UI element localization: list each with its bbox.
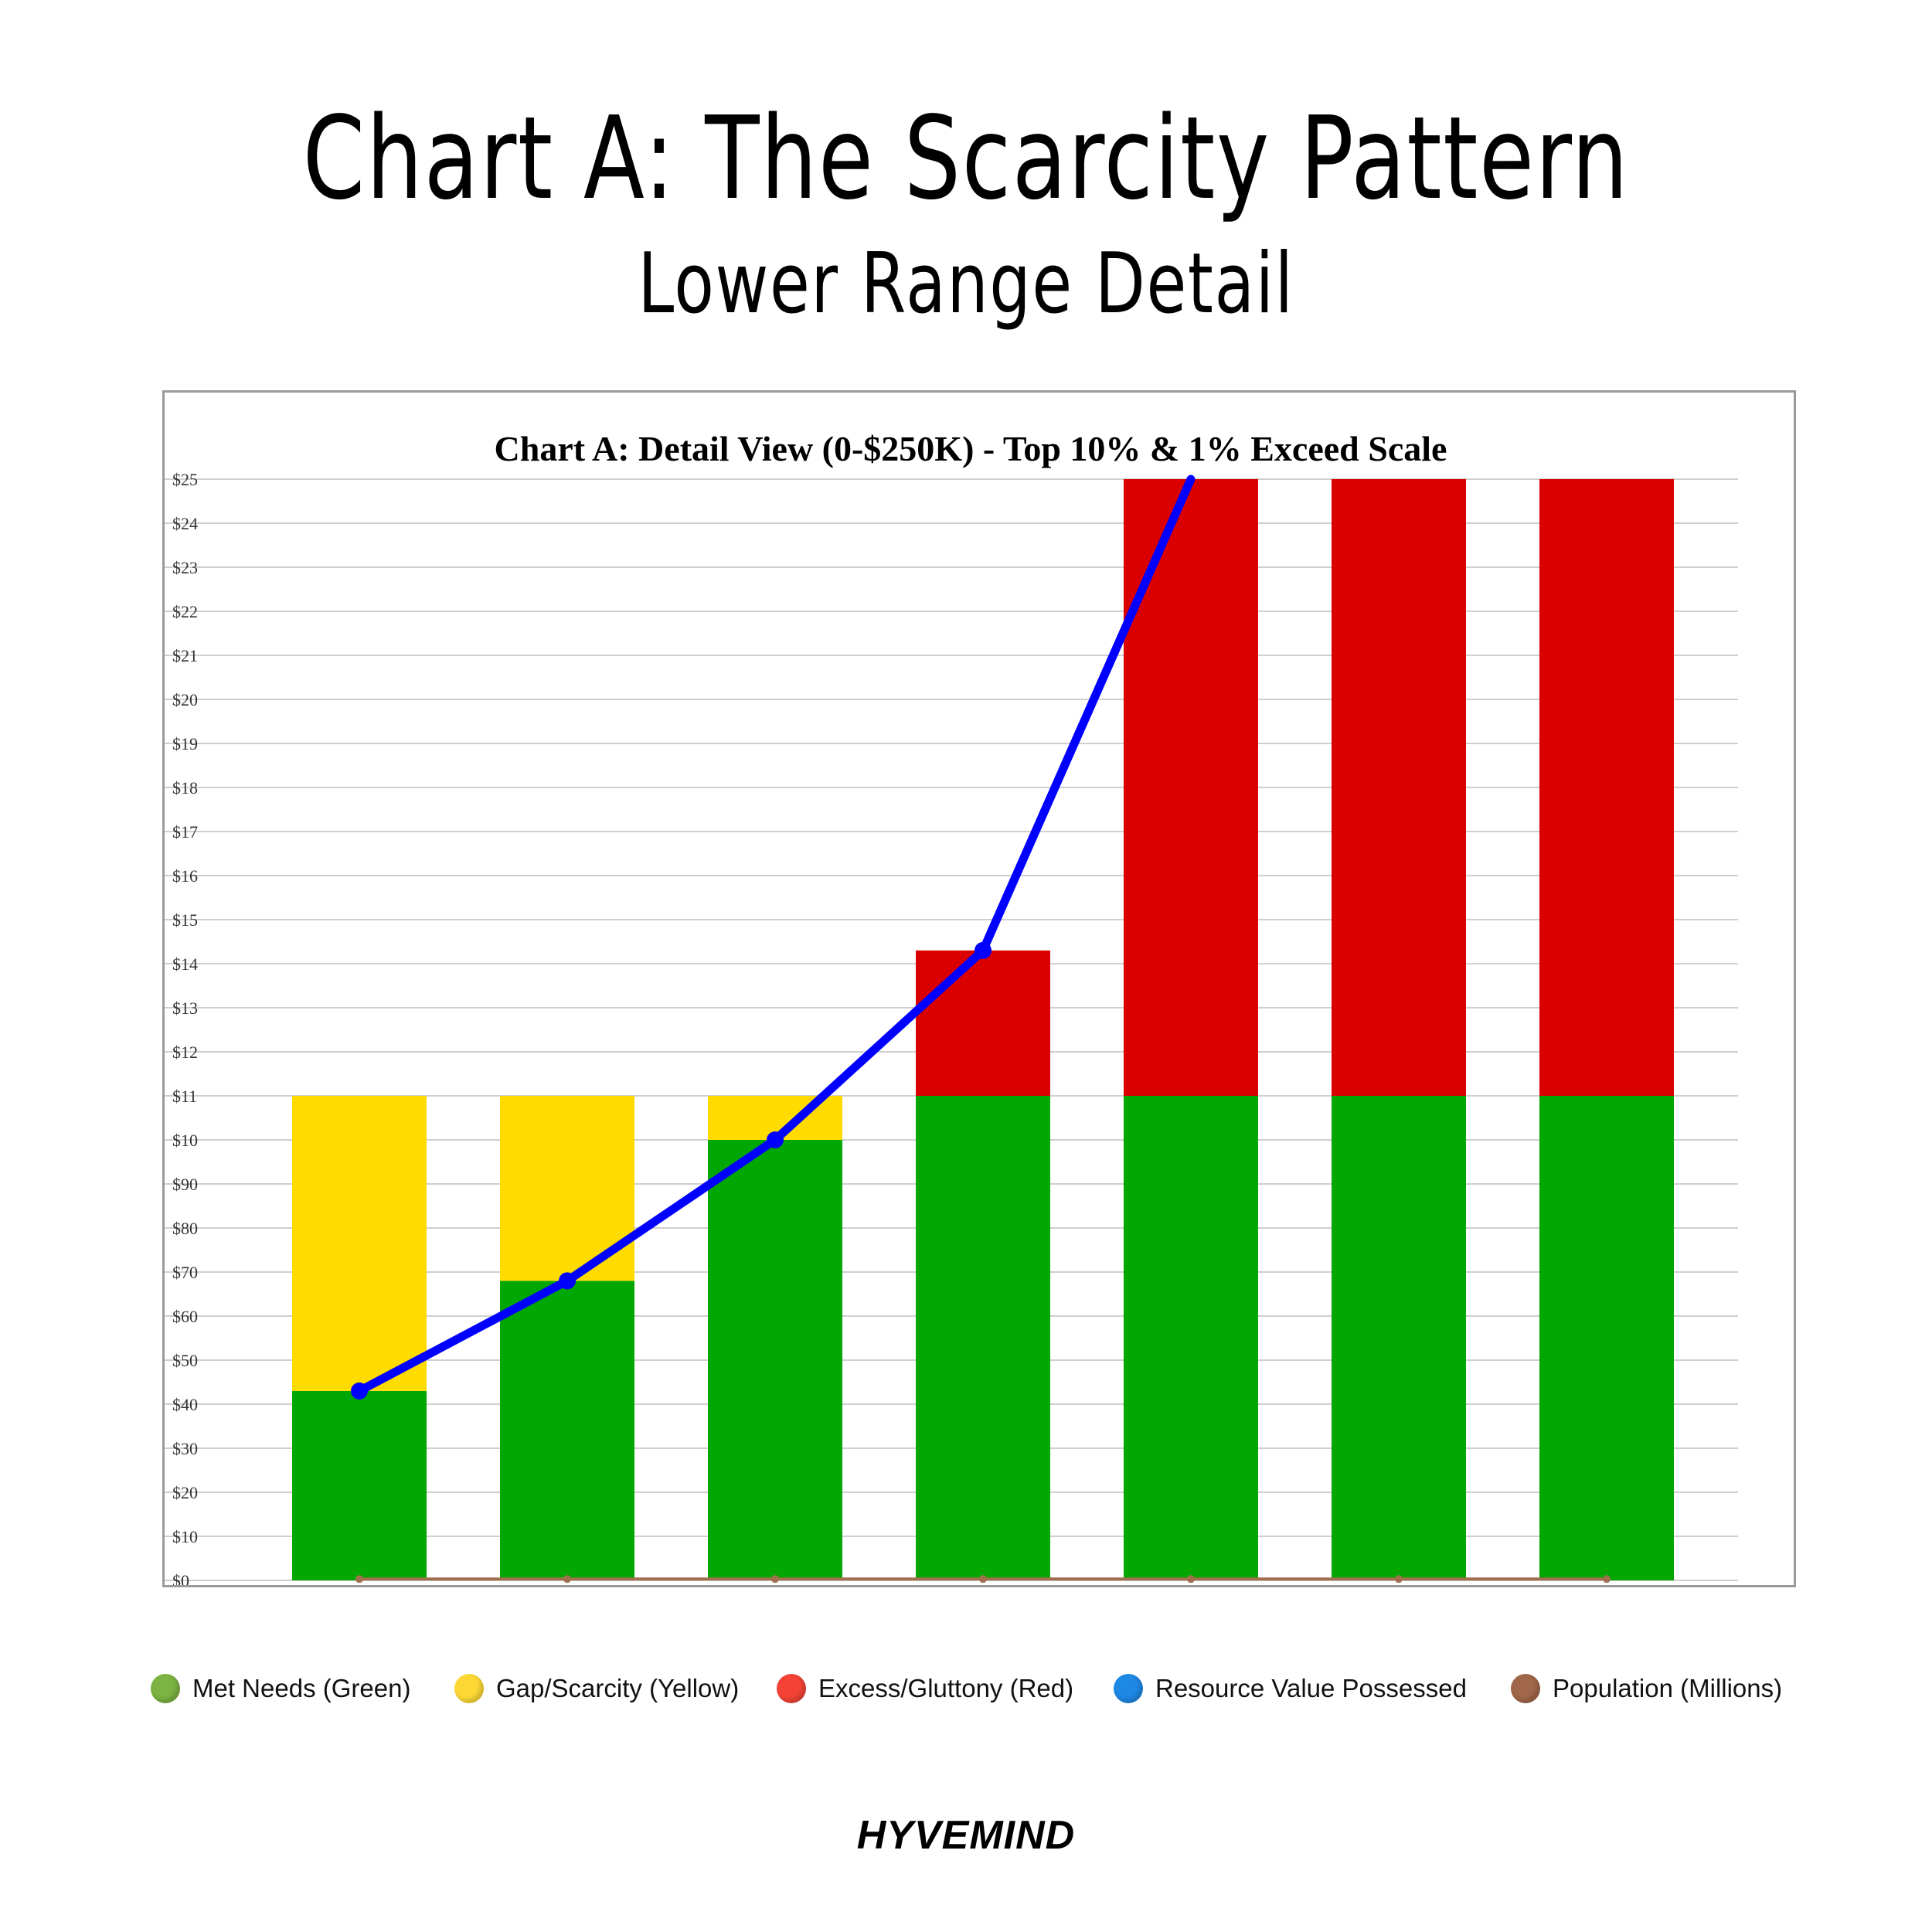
bar-met-needs xyxy=(1539,1096,1674,1580)
resource-value-point xyxy=(975,941,992,959)
legend-label: Gap/Scarcity (Yellow) xyxy=(496,1674,740,1702)
population-point xyxy=(355,1575,363,1583)
y-tick-label: $18 xyxy=(172,778,198,798)
y-tick-label: $12 xyxy=(172,1043,198,1062)
y-tick-label: $80 xyxy=(172,1219,198,1238)
y-tick-label: $40 xyxy=(172,1395,198,1414)
legend-label: Resource Value Possessed xyxy=(1155,1674,1467,1702)
chart-plot: Chart A: Detail View (0-$250K) - Top 10%… xyxy=(165,429,1738,1585)
bar-met-needs xyxy=(1124,1096,1258,1580)
legend-label: Excess/Gluttony (Red) xyxy=(818,1674,1074,1702)
population-point xyxy=(1187,1575,1195,1583)
bar-met-needs xyxy=(500,1281,634,1580)
hyvemind-logo: HYVEMIND xyxy=(856,1813,1076,1858)
population-point xyxy=(771,1575,779,1583)
y-tick-label: $14 xyxy=(172,954,198,974)
resource-value-point xyxy=(351,1382,368,1400)
y-tick-label: $50 xyxy=(172,1351,198,1370)
y-tick-label: $13 xyxy=(172,998,198,1018)
resource-value-point xyxy=(559,1272,576,1290)
y-tick-label: $17 xyxy=(172,822,198,842)
bar-excess-gluttony xyxy=(1124,479,1258,1096)
bar-excess-gluttony xyxy=(1539,479,1674,1096)
y-tick-label: $0 xyxy=(172,1571,189,1585)
population-point xyxy=(979,1575,987,1583)
y-tick-label: $21 xyxy=(172,646,198,665)
y-tick-label: $19 xyxy=(172,734,198,753)
population-point xyxy=(563,1575,571,1583)
bar-met-needs xyxy=(292,1390,427,1580)
legend-swatch-brown xyxy=(1511,1674,1540,1703)
y-tick-label: $10 xyxy=(172,1527,198,1546)
resource-value-point xyxy=(767,1131,784,1148)
y-tick-label: $24 xyxy=(172,514,198,533)
legend-label: Met Needs (Green) xyxy=(192,1674,411,1702)
bar-gap-scarcity xyxy=(292,1096,427,1391)
y-tick-label: $16 xyxy=(172,866,198,886)
population-point xyxy=(1603,1575,1611,1583)
bar-met-needs xyxy=(708,1140,842,1580)
y-tick-label: $30 xyxy=(172,1439,198,1458)
y-tick-label: $60 xyxy=(172,1307,198,1326)
y-tick-label: $20 xyxy=(172,690,198,709)
y-tick-label: $15 xyxy=(172,910,198,930)
legend-label: Population (Millions) xyxy=(1553,1674,1783,1702)
y-tick-label: $20 xyxy=(172,1483,198,1502)
legend-swatch-green xyxy=(151,1674,180,1703)
lines xyxy=(351,474,1611,1583)
legend-item-met-needs: Met Needs (Green) xyxy=(151,1665,410,1712)
legend-swatch-yellow xyxy=(454,1674,484,1703)
chart-legend: Met Needs (Green) Gap/Scarcity (Yellow) … xyxy=(151,1665,1804,1712)
chart-title: Chart A: Detail View (0-$250K) - Top 10%… xyxy=(495,429,1447,468)
legend-swatch-blue xyxy=(1114,1674,1143,1703)
page-subtitle: Lower Range Detail xyxy=(638,236,1294,332)
legend-item-gap-scarcity: Gap/Scarcity (Yellow) xyxy=(454,1665,739,1712)
page-title: Chart A: The Scarcity Pattern xyxy=(302,92,1630,225)
y-tick-label: $22 xyxy=(172,602,198,621)
y-tick-label: $11 xyxy=(172,1087,197,1106)
y-tick-label: $25 xyxy=(172,470,198,489)
legend-item-resource-value: Resource Value Possessed xyxy=(1114,1665,1467,1712)
population-point xyxy=(1395,1575,1403,1583)
y-axis-ticks: $0 $10 $20 $30 $40 $50 $60 $70 $80 $90 $10 $11 $12 $1… xyxy=(172,470,198,1585)
y-tick-label: $10 xyxy=(172,1131,198,1150)
y-tick-label: $90 xyxy=(172,1175,198,1194)
bars xyxy=(292,479,1674,1580)
chart-frame: Chart A: Detail View (0-$250K) - Top 10%… xyxy=(162,390,1796,1587)
legend-item-population: Population (Millions) xyxy=(1511,1665,1782,1712)
legend-swatch-red xyxy=(777,1674,806,1703)
bar-met-needs xyxy=(1332,1096,1466,1580)
y-tick-label: $70 xyxy=(172,1263,198,1282)
bar-excess-gluttony xyxy=(1332,479,1466,1096)
bar-excess-gluttony xyxy=(916,950,1050,1096)
bar-met-needs xyxy=(916,1096,1050,1580)
legend-item-excess-gluttony: Excess/Gluttony (Red) xyxy=(777,1665,1073,1712)
y-tick-label: $23 xyxy=(172,558,198,577)
